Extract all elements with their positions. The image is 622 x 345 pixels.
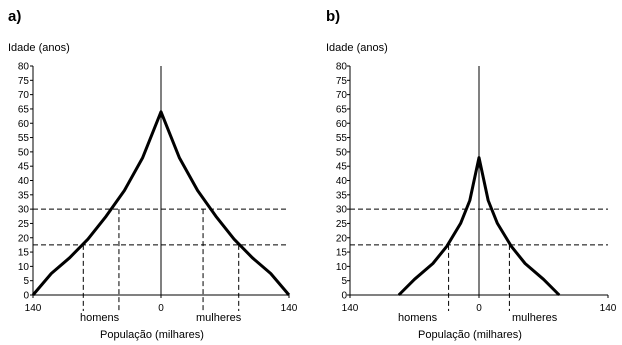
y-tick-label: 35 — [336, 190, 348, 201]
y-tick-label: 60 — [18, 119, 30, 130]
population-curve — [397, 156, 561, 297]
y-tick-label: 25 — [18, 219, 30, 230]
x-tick-label: 0 — [476, 303, 482, 314]
y-tick-label: 15 — [336, 248, 348, 259]
y-tick-label: 50 — [336, 147, 348, 158]
y-tick-label: 35 — [18, 190, 30, 201]
x-tick-label: 140 — [600, 303, 617, 314]
y-tick-label: 40 — [18, 176, 30, 187]
y-tick-label: 45 — [18, 162, 30, 173]
y-tick-label: 55 — [336, 133, 348, 144]
y-tick-label: 30 — [18, 205, 30, 216]
y-tick-label: 80 — [18, 62, 30, 73]
y-tick-label: 0 — [23, 291, 29, 302]
y-tick-label: 55 — [18, 133, 30, 144]
panel-label: a) — [8, 8, 21, 25]
y-tick-label: 25 — [336, 219, 348, 230]
y-tick-label: 10 — [18, 262, 30, 273]
y-axis-title: Idade (anos) — [326, 42, 388, 54]
x-axis-title: População (milhares) — [100, 329, 204, 341]
y-tick-label: 5 — [23, 276, 29, 287]
y-tick-label: 10 — [336, 262, 348, 273]
y-tick-label: 65 — [18, 104, 30, 115]
chart-panel-a: a) Idade (anos) homens mulheres Populaçã… — [8, 8, 298, 341]
chart-panel-b: b) Idade (anos) homens mulheres Populaçã… — [326, 8, 617, 341]
x-tick-label: 140 — [342, 303, 359, 314]
x-left-label: homens — [398, 312, 438, 324]
y-tick-label: 60 — [336, 119, 348, 130]
y-axis-title: Idade (anos) — [8, 42, 70, 54]
y-tick-label: 80 — [336, 62, 348, 73]
y-tick-label: 40 — [336, 176, 348, 187]
population-curve — [31, 110, 291, 296]
x-axis-title: População (milhares) — [418, 329, 522, 341]
x-tick-label: 140 — [281, 303, 298, 314]
x-tick-label: 0 — [158, 303, 164, 314]
y-tick-label: 15 — [18, 248, 30, 259]
x-tick-label: 140 — [25, 303, 42, 314]
x-right-label: mulheres — [196, 312, 242, 324]
y-tick-label: 50 — [18, 147, 30, 158]
y-tick-label: 5 — [341, 276, 347, 287]
y-tick-label: 75 — [18, 76, 30, 87]
y-tick-label: 65 — [336, 104, 348, 115]
x-left-label: homens — [80, 312, 120, 324]
y-tick-label: 45 — [336, 162, 348, 173]
y-tick-label: 75 — [336, 76, 348, 87]
y-tick-label: 20 — [18, 233, 30, 244]
y-tick-label: 30 — [336, 205, 348, 216]
y-tick-label: 70 — [18, 90, 30, 101]
y-tick-label: 70 — [336, 90, 348, 101]
panel-label: b) — [326, 8, 340, 25]
y-tick-label: 20 — [336, 233, 348, 244]
y-tick-label: 0 — [341, 291, 347, 302]
x-right-label: mulheres — [512, 312, 558, 324]
